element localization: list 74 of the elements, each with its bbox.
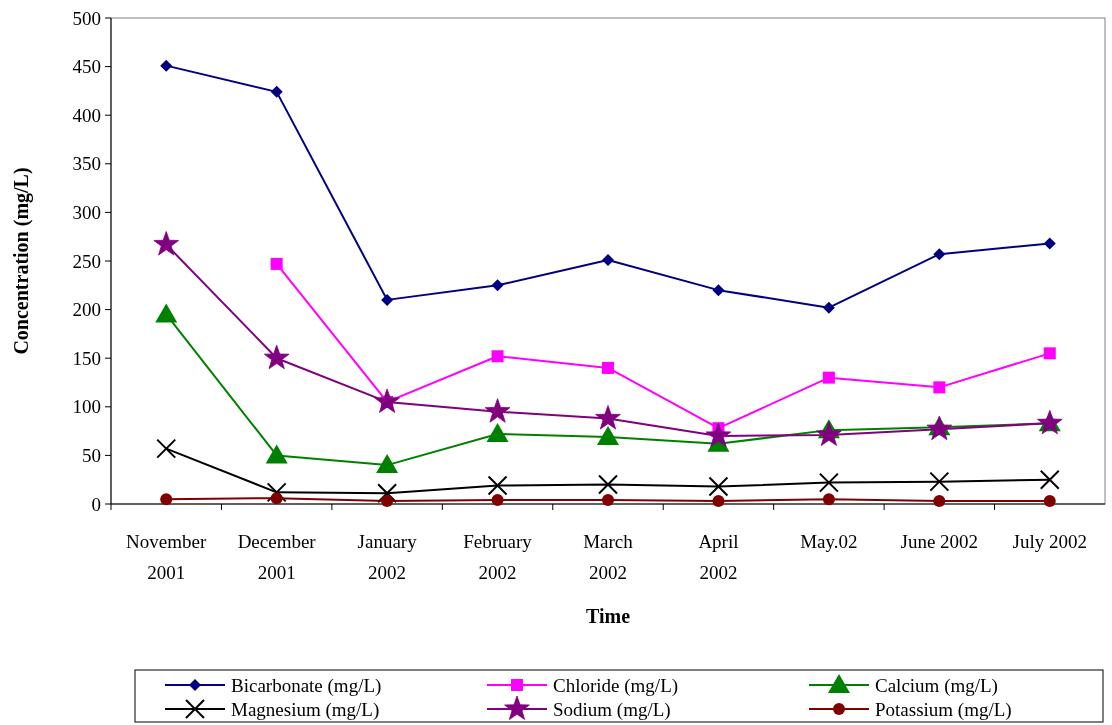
point bbox=[491, 494, 504, 507]
y-tick-label: 200 bbox=[72, 299, 101, 321]
legend-label: Bicarbonate (mg/L) bbox=[231, 674, 382, 697]
point bbox=[712, 284, 725, 297]
point bbox=[602, 361, 614, 374]
point bbox=[933, 248, 946, 261]
x-tick-label: December 2001 bbox=[237, 531, 317, 583]
point bbox=[818, 472, 839, 493]
y-tick-label: 250 bbox=[72, 250, 101, 272]
point bbox=[156, 438, 177, 459]
point bbox=[266, 482, 287, 503]
point bbox=[374, 388, 400, 413]
point bbox=[381, 495, 394, 508]
x-tick-label: February 2002 bbox=[463, 531, 533, 583]
point bbox=[270, 492, 283, 505]
point bbox=[160, 59, 173, 72]
point bbox=[926, 415, 953, 441]
point bbox=[1043, 495, 1056, 508]
x-tick-label: March 2002 bbox=[583, 531, 634, 583]
point bbox=[263, 344, 290, 370]
point bbox=[486, 423, 509, 443]
point bbox=[712, 495, 725, 508]
point bbox=[929, 471, 950, 492]
point bbox=[270, 85, 283, 98]
point bbox=[1043, 347, 1056, 360]
x-tick-label: June 2002 bbox=[900, 531, 979, 552]
point bbox=[160, 493, 173, 506]
point bbox=[377, 483, 398, 504]
y-tick-label: 50 bbox=[82, 445, 101, 467]
legend-label: Chloride (mg/L) bbox=[553, 674, 679, 697]
point bbox=[1043, 237, 1056, 250]
point bbox=[602, 494, 614, 507]
point bbox=[270, 257, 283, 270]
point bbox=[155, 303, 178, 323]
x-tick-label: April 2002 bbox=[698, 531, 739, 583]
y-tick-label: 350 bbox=[72, 153, 101, 175]
legend-label: Potassium (mg/L) bbox=[875, 698, 1012, 721]
point bbox=[816, 421, 842, 446]
point bbox=[822, 301, 835, 314]
point bbox=[822, 371, 835, 384]
point bbox=[153, 231, 179, 256]
point bbox=[705, 422, 732, 447]
x-tick-label: January 2002 bbox=[357, 531, 418, 583]
point bbox=[381, 293, 394, 306]
point bbox=[487, 475, 508, 496]
y-tick-label: 0 bbox=[91, 493, 101, 515]
point bbox=[484, 398, 511, 423]
point bbox=[491, 350, 504, 363]
point bbox=[822, 493, 835, 506]
y-tick-label: 500 bbox=[72, 7, 101, 29]
point bbox=[933, 495, 946, 508]
point bbox=[602, 254, 614, 267]
point bbox=[376, 454, 399, 474]
legend-label: Sodium (mg/L) bbox=[553, 698, 671, 721]
y-tick-label: 100 bbox=[72, 396, 101, 418]
x-axis-title: Time bbox=[585, 605, 631, 627]
y-tick-label: 300 bbox=[72, 202, 101, 224]
point bbox=[491, 279, 504, 292]
y-tick-label: 150 bbox=[72, 347, 101, 369]
point bbox=[595, 405, 621, 430]
point bbox=[1039, 469, 1060, 490]
point bbox=[597, 425, 619, 445]
legend-label: Calcium (mg/L) bbox=[875, 674, 998, 697]
legend-label: Magnesium (mg/L) bbox=[231, 698, 380, 721]
y-tick-label: 400 bbox=[72, 104, 101, 126]
x-tick-label: July 2002 bbox=[1012, 531, 1087, 552]
point bbox=[933, 381, 946, 394]
y-tick-label: 450 bbox=[72, 56, 101, 78]
x-tick-label: May.02 bbox=[800, 531, 858, 552]
point bbox=[598, 474, 618, 495]
x-tick-label: November 2001 bbox=[126, 531, 207, 583]
point bbox=[265, 444, 288, 464]
y-axis-title: Concentration (mg/L) bbox=[10, 167, 33, 355]
point bbox=[708, 476, 729, 497]
